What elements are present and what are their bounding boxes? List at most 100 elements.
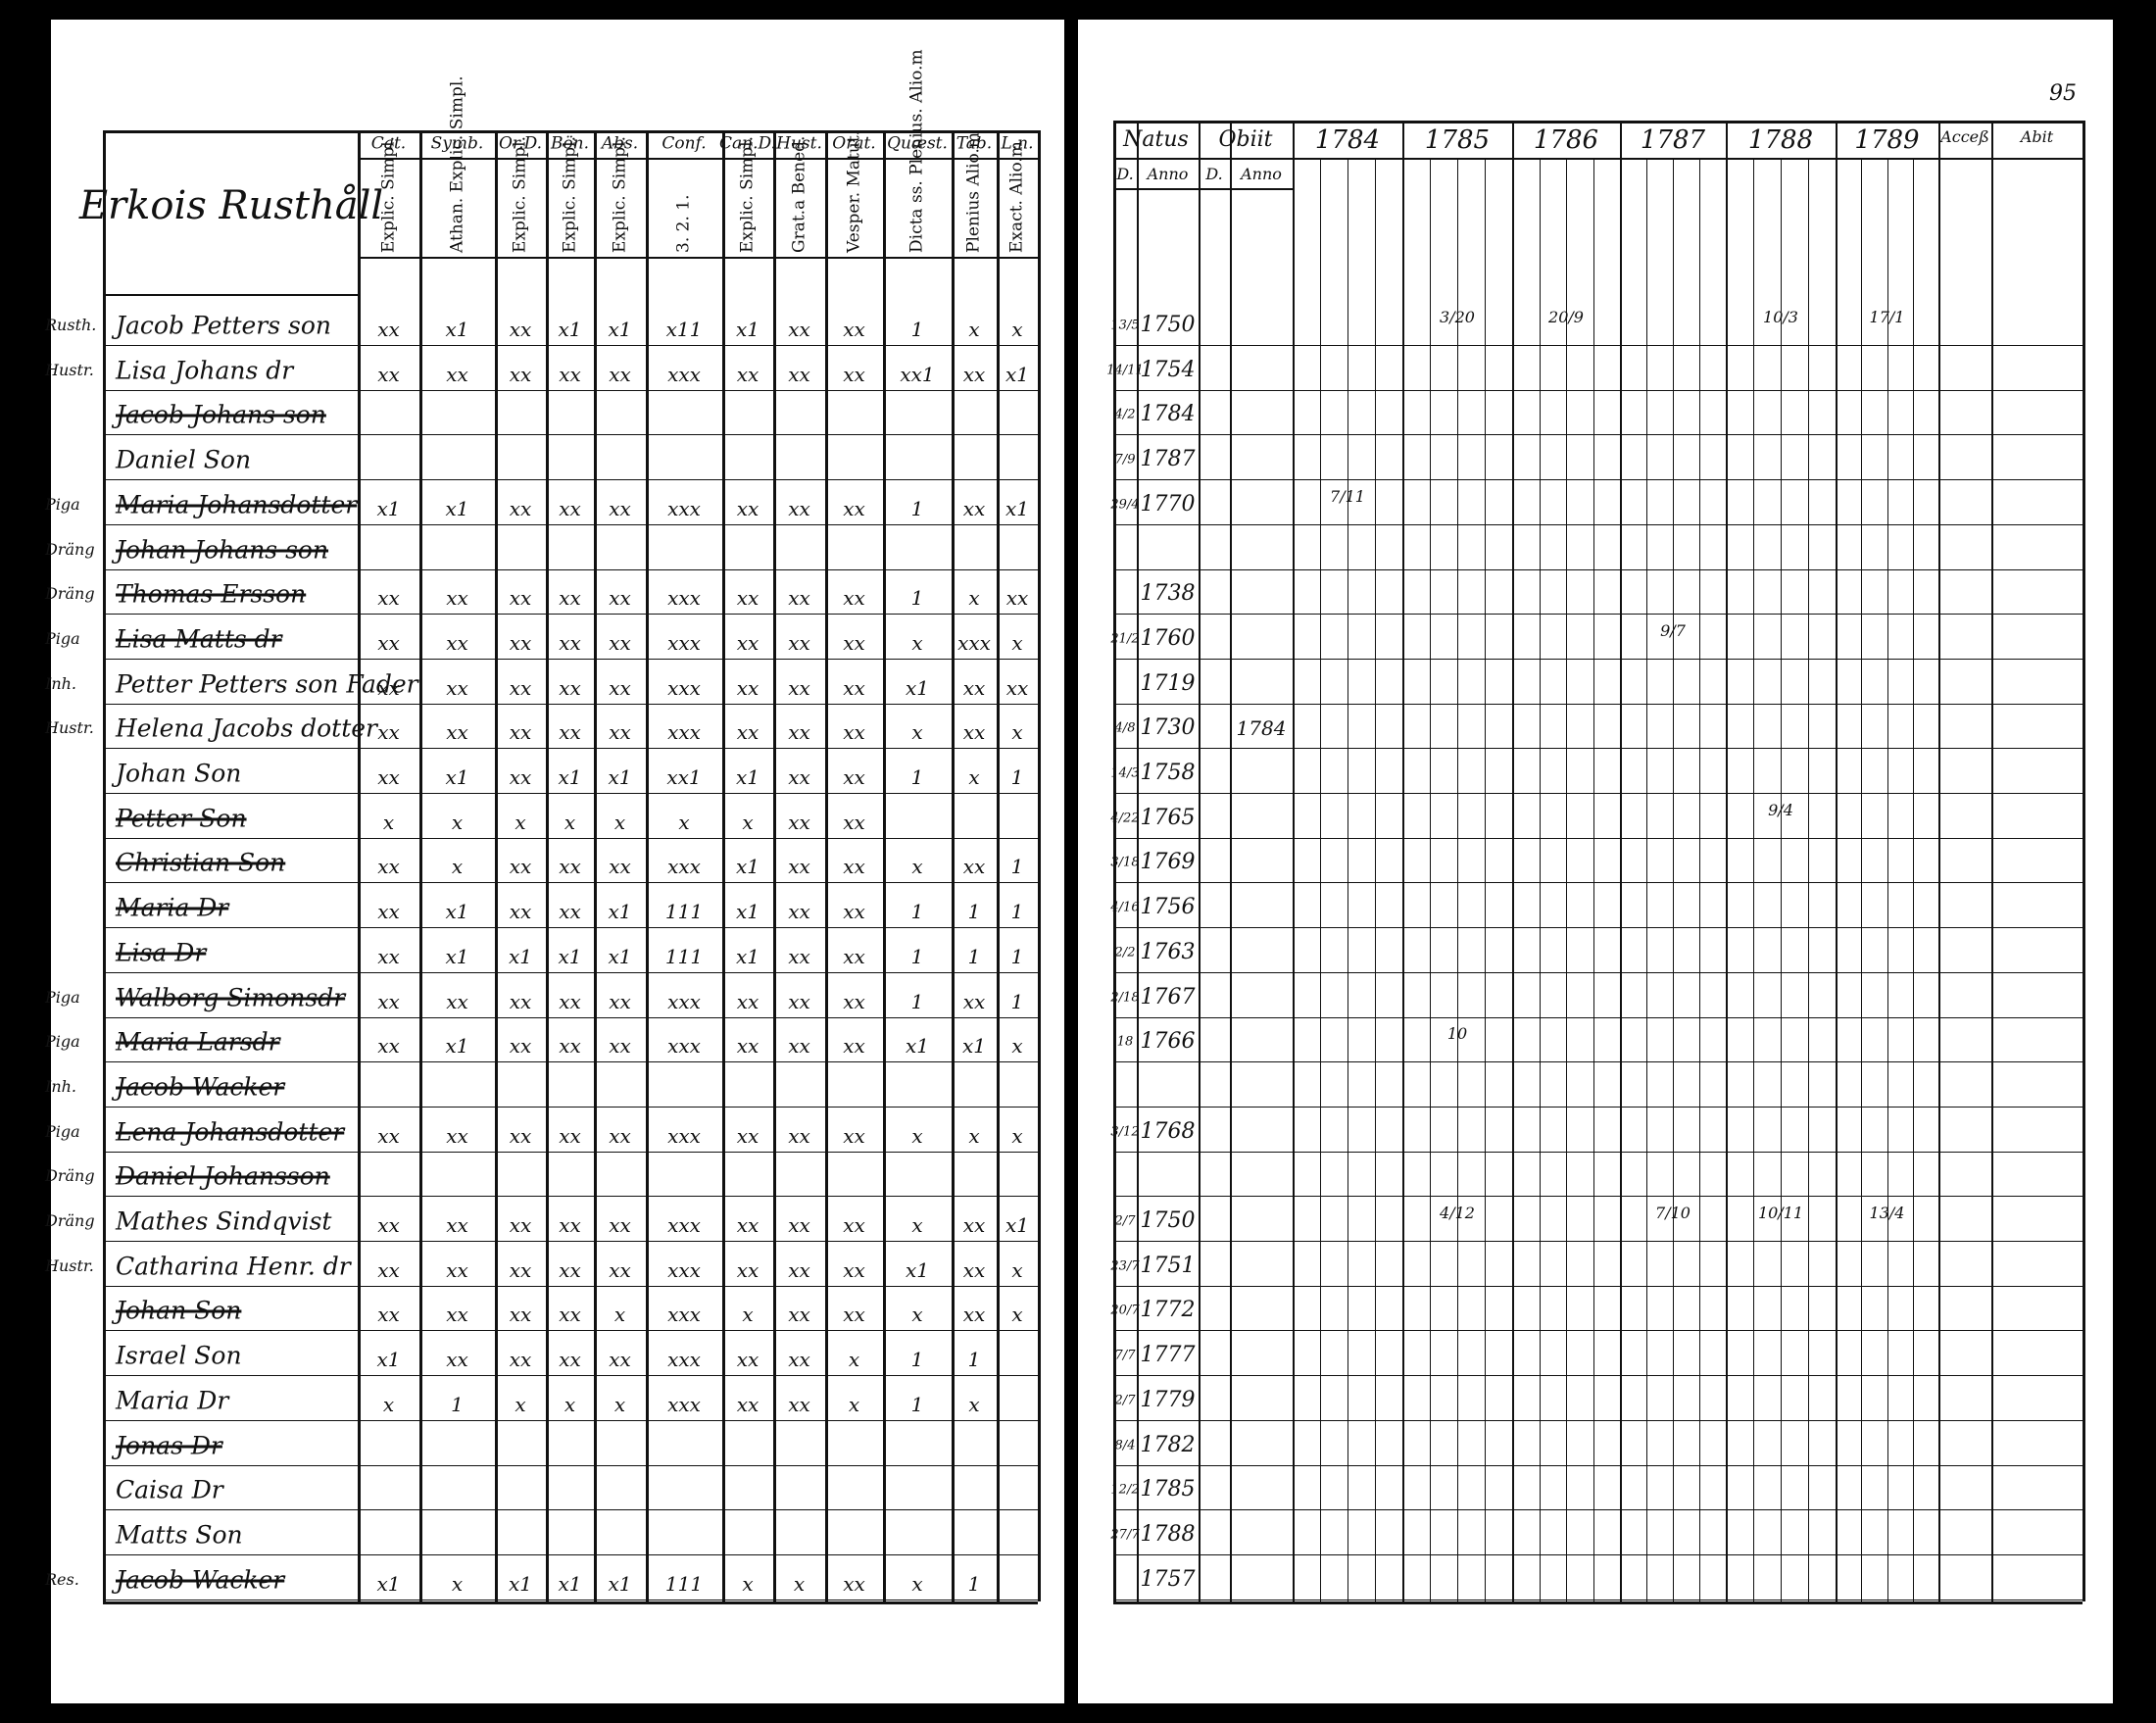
rule: [1113, 658, 2082, 660]
exam-mark: xx: [788, 720, 810, 745]
rule: [1402, 121, 1404, 1601]
exam-mark: xx: [559, 630, 581, 655]
exam-mark: xx: [962, 989, 986, 1013]
rule: [103, 1553, 1038, 1555]
rule: [103, 1285, 1038, 1287]
rule: [1113, 389, 2082, 391]
exam-mark: xx: [559, 1034, 581, 1058]
rule: [1113, 1285, 2082, 1287]
role: Hustr.: [45, 718, 94, 738]
rule: [103, 614, 1038, 615]
exam-mark: xx: [446, 989, 468, 1013]
exam-mark: xx: [843, 630, 865, 655]
natus-header: Natus: [1123, 127, 1189, 152]
exam-mark: xx: [843, 810, 865, 834]
exam-mark: xx: [843, 496, 865, 520]
birth-day: 4/16: [1110, 900, 1140, 915]
exam-mark: x: [911, 1123, 923, 1148]
rule: [1113, 1241, 2082, 1242]
exam-mark: xxx: [667, 855, 701, 879]
rule: [103, 1016, 1038, 1018]
role: Piga: [45, 1032, 80, 1052]
rule: [1113, 614, 2082, 615]
exam-mark: xx: [788, 1392, 810, 1416]
birth-year: 1779: [1140, 1387, 1196, 1412]
column-label: Can.D.: [719, 133, 776, 154]
exam-mark: xx: [788, 855, 810, 879]
exam-mark: xx: [609, 1257, 631, 1282]
column-sub: Explic. Simpl.: [510, 135, 530, 253]
name: Israel Son: [116, 1341, 242, 1370]
rule: [1113, 748, 2082, 750]
exam-mark: xx: [843, 765, 865, 789]
rule: [1113, 971, 2082, 973]
rule: [1726, 121, 1728, 1601]
rule: [103, 130, 106, 1601]
birth-year: 1756: [1140, 895, 1196, 920]
exam-mark: xx: [559, 1257, 581, 1282]
rule: [1808, 158, 1809, 1601]
exam-mark: xx: [509, 630, 532, 655]
exam-mark: x1: [558, 765, 582, 789]
exam-mark: xx: [962, 1257, 986, 1282]
exam-mark: xx: [609, 989, 631, 1013]
exam-mark: xx: [509, 586, 532, 611]
exam-mark: xx: [559, 1348, 581, 1372]
exam-mark: 1: [967, 1348, 981, 1372]
exam-mark: xx1: [900, 362, 935, 386]
name: Catharina Henr. dr: [116, 1252, 351, 1281]
exam-mark: xx1: [666, 765, 702, 789]
rule: [1991, 121, 1993, 1601]
rule: [103, 882, 1038, 884]
column-sub: 3. 2. 1.: [673, 194, 694, 253]
rule: [773, 130, 776, 1601]
exam-mark: xx: [962, 720, 986, 745]
exam-mark: xx: [509, 1303, 532, 1327]
exam-mark: xx: [788, 944, 810, 968]
column-label: Quæst.: [887, 133, 948, 154]
column-sub: Plenius Alio.m: [963, 131, 984, 253]
birth-day: 3/12: [1110, 1124, 1140, 1140]
exam-mark: xxx: [667, 1348, 701, 1372]
exam-note: 7/10: [1655, 1204, 1690, 1222]
rule: [1113, 1061, 2082, 1063]
exam-mark: xxx: [667, 1034, 701, 1058]
rule: [103, 389, 1038, 391]
year-header: 1786: [1533, 125, 1599, 155]
rule: [103, 294, 358, 296]
role: Res.: [45, 1569, 79, 1589]
name: Matts Son: [116, 1520, 243, 1550]
rule: [103, 793, 1038, 794]
exam-mark: xxx: [667, 1303, 701, 1327]
exam-mark: 1: [967, 1571, 981, 1596]
exam-mark: x: [1011, 1123, 1023, 1148]
rule: [1113, 1601, 2082, 1604]
exam-mark: 1: [910, 1392, 924, 1416]
role: Inh.: [45, 673, 77, 693]
rule: [103, 523, 1038, 525]
exam-mark: 1: [910, 496, 924, 520]
exam-mark: x: [911, 855, 923, 879]
birth-day: 21/2: [1110, 631, 1140, 647]
column-sub: Explic. Simpl.: [378, 135, 398, 253]
exam-mark: xx: [736, 1257, 760, 1282]
exam-mark: xxx: [667, 1213, 701, 1237]
exam-mark: x: [1011, 1257, 1023, 1282]
role: Piga: [45, 1121, 80, 1141]
exam-mark: xx: [377, 1213, 400, 1237]
birth-day: 14/11: [1106, 363, 1144, 378]
exam-note: 7/11: [1330, 486, 1365, 506]
exam-mark: xx: [609, 630, 631, 655]
column-label: Abs.: [601, 133, 639, 154]
exam-mark: xx: [736, 630, 760, 655]
birth-year: 1772: [1140, 1298, 1196, 1323]
rule: [1199, 121, 1200, 1601]
rule: [952, 130, 955, 1601]
exam-mark: 1: [910, 586, 924, 611]
exam-mark: x1: [376, 496, 401, 520]
exam-mark: x1: [558, 1571, 582, 1596]
birth-year: 1750: [1140, 1208, 1196, 1233]
name: Thomas Ersson: [116, 579, 307, 609]
birth-year: 1754: [1140, 357, 1196, 382]
rule: [1113, 1106, 2082, 1108]
